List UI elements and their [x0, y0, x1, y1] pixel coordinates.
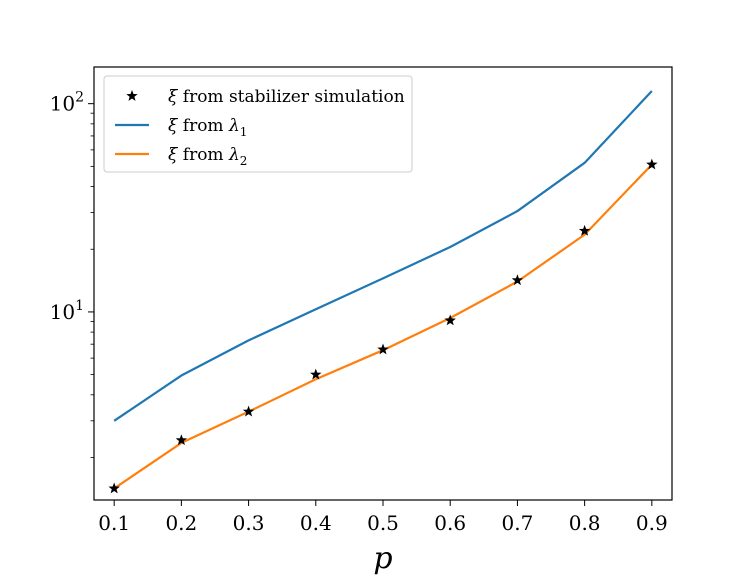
- data-point-star: [108, 482, 120, 494]
- legend-text-part: from: [177, 145, 229, 165]
- legend-subscript: 1: [240, 125, 248, 139]
- series-line-1: [113, 90, 653, 422]
- x-tick-label: 0.3: [233, 511, 265, 535]
- y-tick-base: 10: [50, 92, 75, 116]
- series-line-2: [113, 163, 653, 490]
- legend-lambda: λ: [228, 145, 240, 165]
- x-tick-label: 0.7: [502, 511, 534, 535]
- x-tick-label: 0.5: [367, 511, 399, 535]
- y-tick-label: 101: [50, 298, 84, 324]
- data-point-star: [444, 314, 456, 326]
- data-point-star: [242, 405, 255, 417]
- legend-symbol: ξ: [168, 116, 179, 136]
- legend-text-part: from stabilizer simulation: [177, 87, 404, 107]
- legend-box: [103, 75, 413, 173]
- legend-subscript: 2: [240, 154, 248, 168]
- plot-frame: [93, 66, 673, 501]
- data-point-star: [646, 158, 658, 170]
- data-point-star: [310, 368, 322, 380]
- y-tick-base: 10: [50, 300, 75, 324]
- x-tick-label: 0.2: [165, 511, 197, 535]
- data-point-star: [377, 343, 389, 355]
- data-point-star: [175, 434, 188, 446]
- x-tick-label: 0.9: [636, 511, 668, 535]
- legend-text-part: from: [177, 116, 229, 136]
- legend-lambda: λ: [228, 116, 240, 136]
- x-tick-label: 0.1: [98, 511, 130, 535]
- y-tick-exponent: 1: [75, 298, 84, 314]
- x-axis-label: p: [373, 541, 392, 576]
- legend-star-swatch: [126, 90, 138, 101]
- x-tick-label: 0.4: [300, 511, 332, 535]
- y-tick-label: 102: [50, 90, 84, 116]
- legend-label: ξ from λ1: [168, 116, 247, 139]
- legend-label: ξ from stabilizer simulation: [168, 87, 405, 107]
- data-point-star: [511, 274, 524, 286]
- data-point-star: [578, 224, 591, 236]
- x-tick-label: 0.8: [569, 511, 601, 535]
- legend-label: ξ from λ2: [168, 145, 247, 168]
- legend-symbol: ξ: [168, 87, 179, 107]
- plot-series: [108, 90, 658, 494]
- x-tick-label: 0.6: [434, 511, 466, 535]
- y-tick-exponent: 2: [75, 90, 84, 106]
- legend-symbol: ξ: [168, 145, 179, 165]
